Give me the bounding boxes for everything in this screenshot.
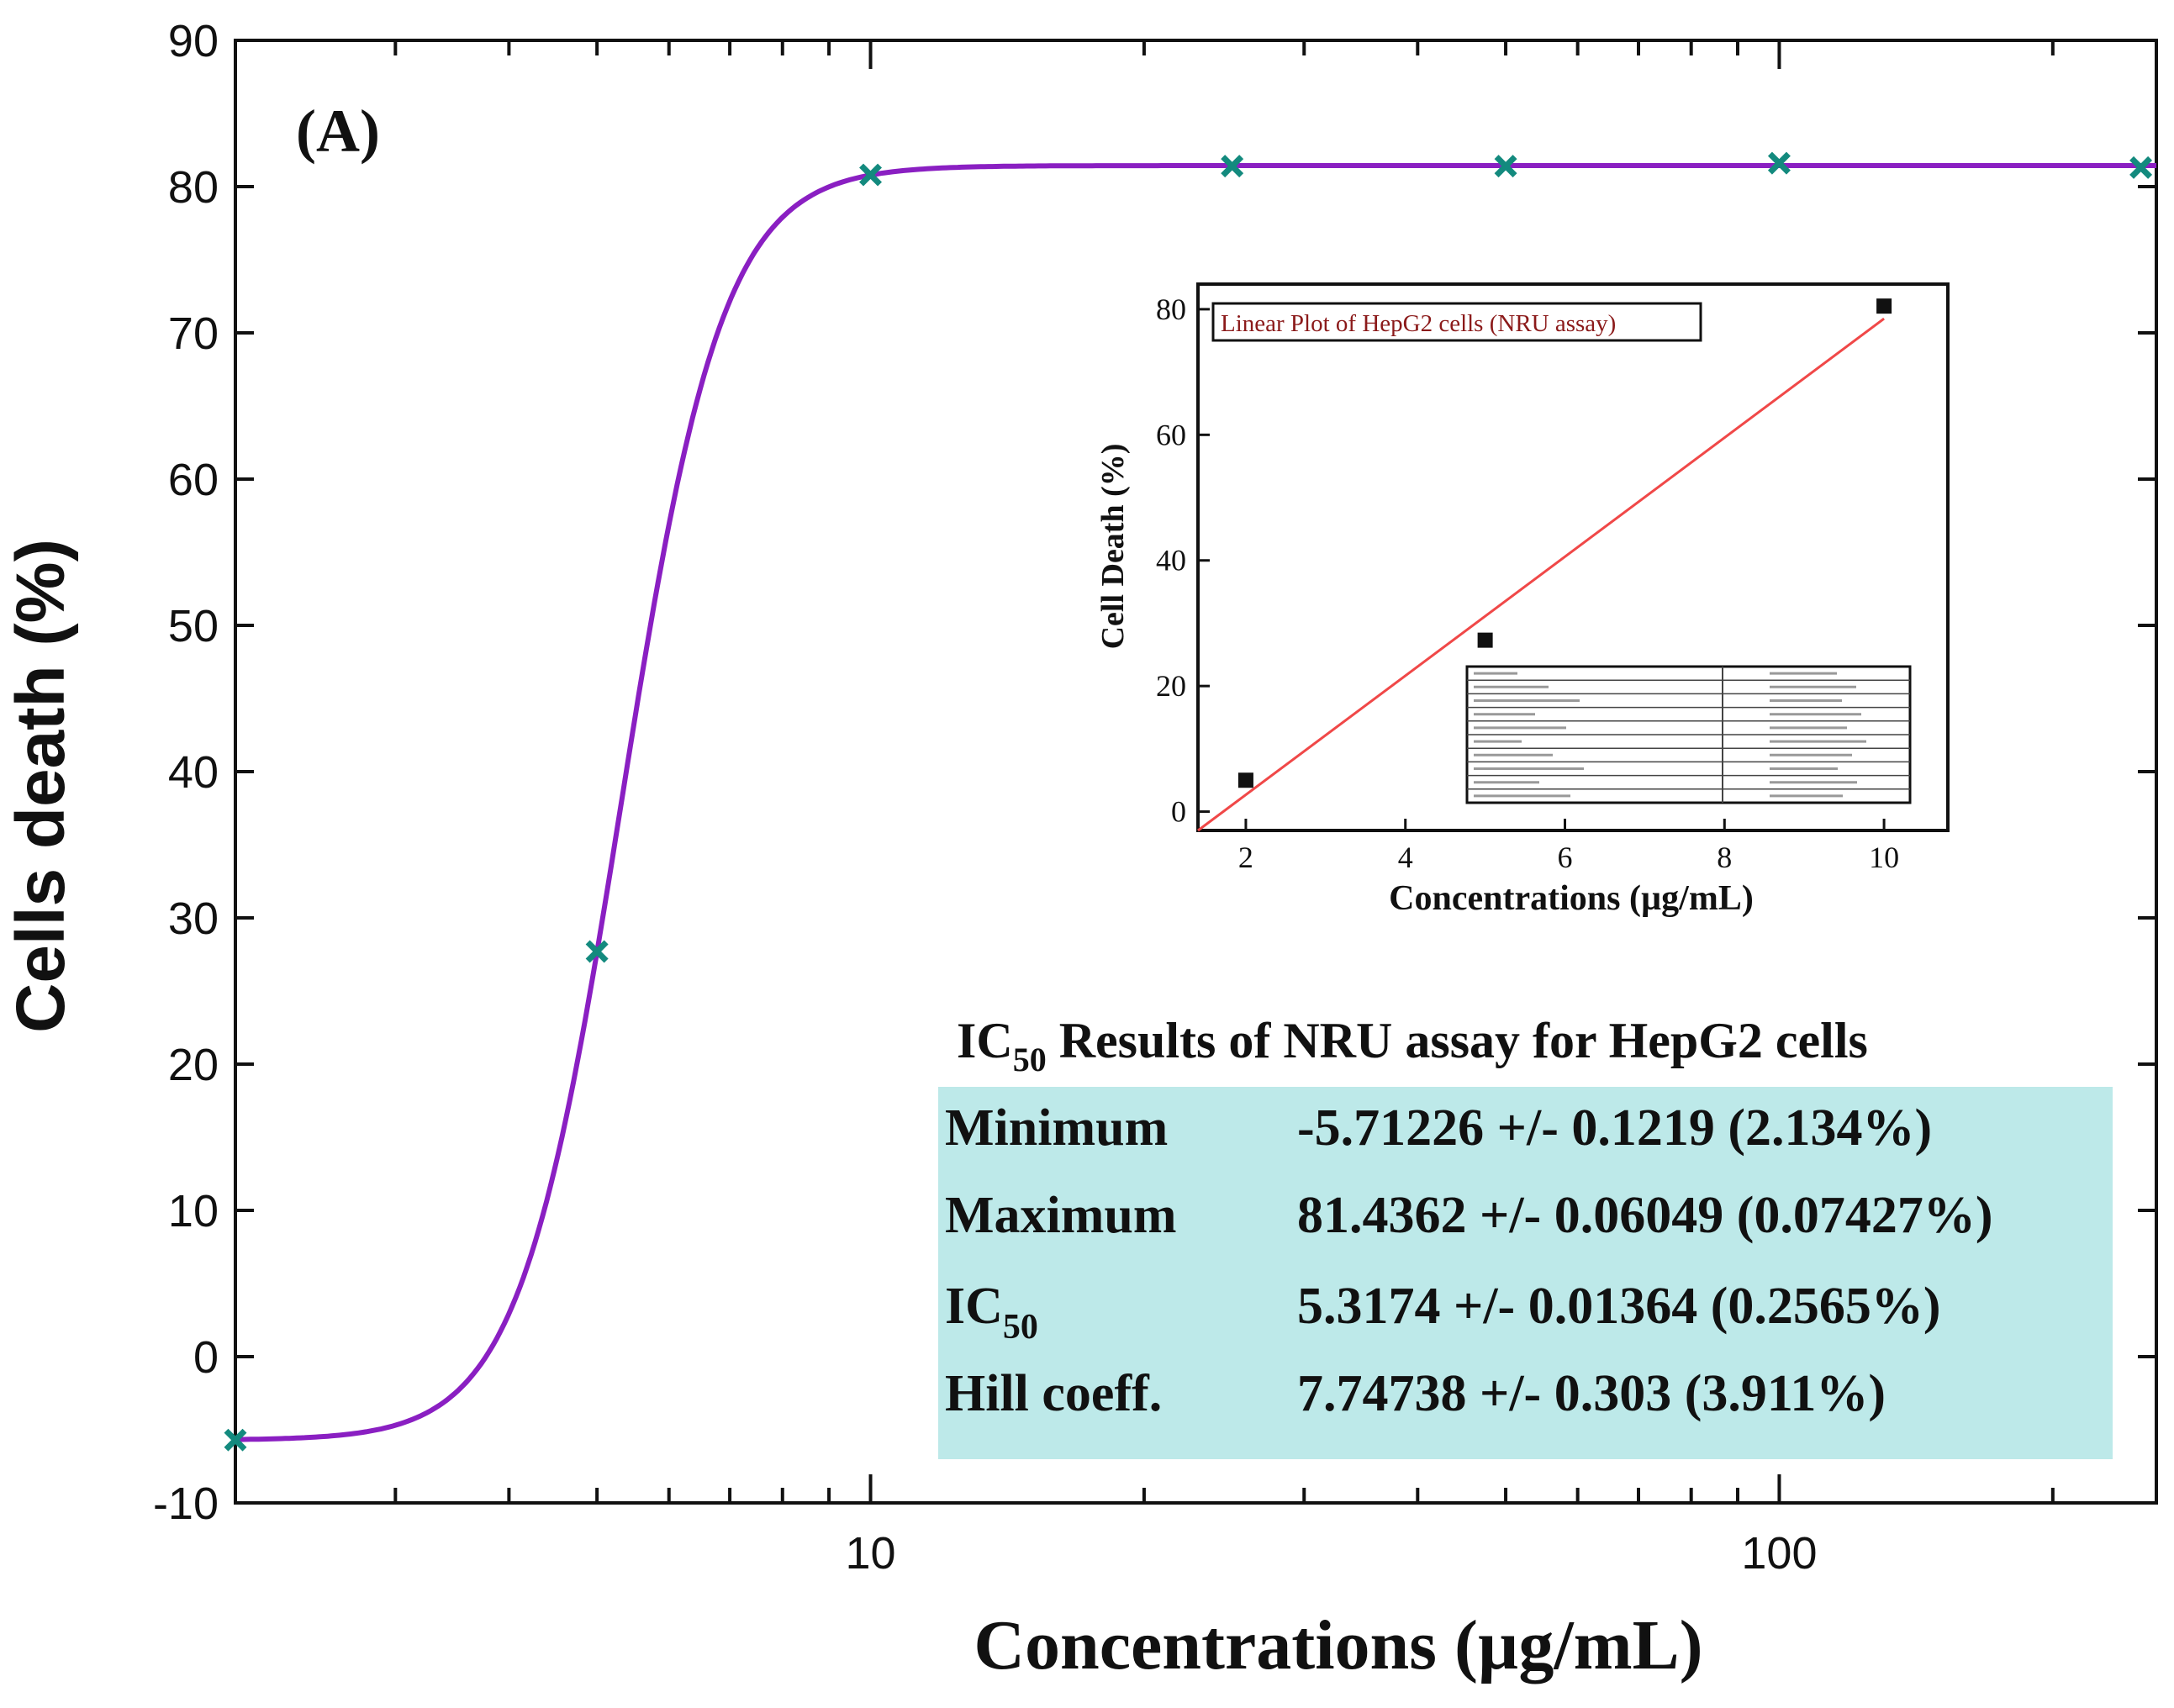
main-chart-markers	[224, 151, 2153, 1452]
results-row-value: 5.3174 +/- 0.01364 (0.2565%)	[1297, 1278, 1941, 1335]
y-tick-label: 10	[168, 1186, 219, 1236]
inset-title: Linear Plot of HepG2 cells (NRU assay)	[1221, 310, 1616, 337]
results-box	[938, 1087, 2113, 1459]
results-row-value: -5.71226 +/- 0.1219 (2.134%)	[1297, 1099, 1932, 1157]
data-point	[585, 940, 609, 963]
data-point	[1221, 155, 1244, 178]
results-row-value: 81.4362 +/- 0.06049 (0.07427%)	[1297, 1187, 1993, 1244]
y-tick-label: 20	[168, 1040, 219, 1090]
results-row-label: Hill coeff.	[945, 1365, 1162, 1422]
results-table: IC50 Results of NRU assay for HepG2 cell…	[938, 1013, 2113, 1459]
inset-y-axis-label: Cell Death (%)	[1095, 444, 1131, 650]
panel-label: (A)	[296, 98, 380, 165]
fit-curve	[235, 163, 2156, 1442]
inset-y-tick-label: 20	[1156, 669, 1186, 703]
inset-fit-line	[1197, 317, 1885, 832]
results-title: IC50 Results of NRU assay for HepG2 cell…	[957, 1013, 1868, 1078]
inset-stats-table	[1465, 665, 1912, 804]
data-point	[1767, 151, 1791, 175]
y-tick-label: 60	[168, 455, 219, 505]
inset-data-point	[1237, 772, 1253, 788]
inset-y-tick-label: 40	[1156, 544, 1186, 577]
main-x-axis-label: Concentrations (µg/mL)	[974, 1606, 1702, 1684]
results-row-label: IC50	[945, 1278, 1038, 1347]
y-tick-label: 50	[168, 601, 219, 651]
inset-title-box	[1211, 302, 1702, 342]
inset-y-tick-label: 80	[1156, 293, 1186, 326]
y-tick-label: 30	[168, 894, 219, 944]
x-tick-label: 100	[1741, 1528, 1817, 1579]
main-chart-fit	[235, 163, 2156, 1442]
data-point	[859, 163, 883, 187]
data-point	[2129, 156, 2153, 179]
inset-y-tick-label: 60	[1156, 418, 1186, 451]
results-row-value: 7.74738 +/- 0.303 (3.911%)	[1297, 1365, 1886, 1422]
y-tick-label: -10	[153, 1479, 219, 1529]
inset-regression-line	[1197, 317, 1885, 832]
inset-points	[1237, 298, 1892, 788]
y-tick-label: 90	[168, 16, 219, 66]
y-tick-label: 40	[168, 747, 219, 798]
inset-x-tick-label: 6	[1558, 841, 1573, 874]
x-tick-label: 10	[845, 1528, 895, 1579]
main-y-axis-label: Cells death (%)	[3, 539, 79, 1033]
y-tick-label: 0	[193, 1332, 219, 1383]
inset-x-tick-label: 10	[1869, 841, 1899, 874]
inset-x-tick-label: 2	[1238, 841, 1253, 874]
results-rows: Minimum -5.71226 +/- 0.1219 (2.134%) Maxim…	[945, 1099, 1993, 1422]
inset-chart: 2 4 6 8 10 0 20 40 60 80 Linear Plot of HepG2 cel…	[1095, 282, 1950, 918]
data-point	[224, 1428, 247, 1452]
inset-x-tick-label: 8	[1717, 841, 1732, 874]
inset-x-tick-label: 4	[1398, 841, 1413, 874]
inset-x-axis-label: Concentrations (µg/mL)	[1389, 879, 1754, 918]
data-point	[1494, 155, 1517, 178]
y-tick-label: 80	[168, 162, 219, 213]
inset-axes: 2 4 6 8 10 0 20 40 60 80	[1156, 293, 1899, 874]
results-row-label: Minimum	[945, 1099, 1168, 1157]
results-row-label: Maximum	[945, 1187, 1177, 1244]
inset-data-point	[1477, 632, 1493, 648]
inset-data-point	[1876, 298, 1892, 314]
inset-y-tick-label: 0	[1171, 795, 1186, 829]
y-tick-label: 70	[168, 308, 219, 359]
